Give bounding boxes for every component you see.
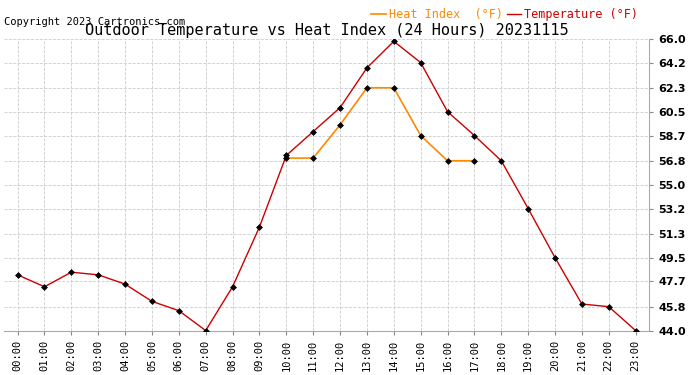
Title: Outdoor Temperature vs Heat Index (24 Hours) 20231115: Outdoor Temperature vs Heat Index (24 Ho…	[85, 22, 569, 38]
Text: Copyright 2023 Cartronics.com: Copyright 2023 Cartronics.com	[4, 17, 186, 27]
Legend: Heat Index  (°F), Temperature (°F): Heat Index (°F), Temperature (°F)	[367, 4, 643, 26]
